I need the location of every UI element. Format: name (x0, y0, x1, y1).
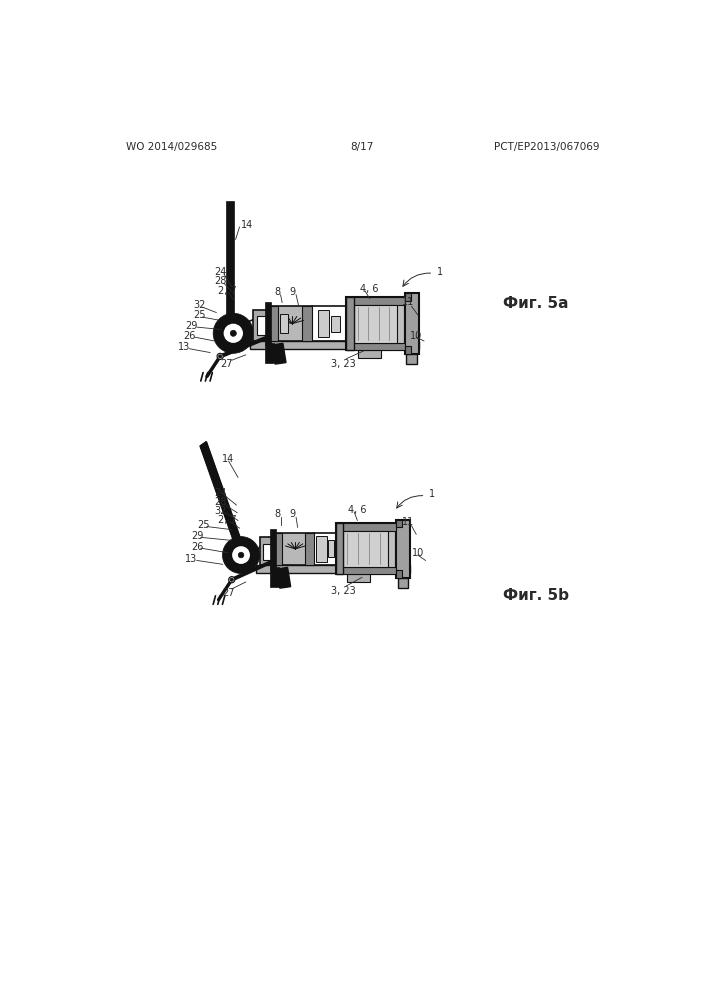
Text: 3, 23: 3, 23 (331, 359, 356, 369)
Bar (406, 354, 417, 364)
Circle shape (223, 537, 259, 574)
Bar (253, 310, 269, 341)
Bar (358, 349, 381, 358)
Polygon shape (200, 442, 244, 553)
Text: 25: 25 (193, 310, 206, 320)
Text: 10: 10 (411, 548, 423, 558)
Bar (396, 520, 402, 527)
Text: 4, 6: 4, 6 (360, 284, 378, 294)
Bar (265, 302, 271, 345)
Bar (269, 306, 279, 341)
Bar (259, 537, 274, 565)
Bar (396, 520, 410, 578)
Text: 28: 28 (215, 276, 227, 286)
Text: 27: 27 (223, 588, 235, 598)
Bar (336, 523, 396, 574)
Bar (257, 316, 266, 335)
Bar (316, 536, 327, 562)
Polygon shape (273, 343, 286, 364)
Text: 9: 9 (290, 287, 296, 297)
Text: 9: 9 (290, 509, 296, 519)
Text: 8: 8 (274, 509, 281, 519)
Text: 24: 24 (215, 488, 227, 498)
Text: Фиг. 5a: Фиг. 5a (503, 296, 568, 311)
Bar (346, 297, 404, 350)
Bar (347, 573, 370, 582)
Circle shape (238, 552, 244, 558)
Bar (270, 529, 276, 569)
Text: 11: 11 (402, 297, 414, 307)
Text: 28: 28 (215, 497, 227, 507)
Text: WO 2014/029685: WO 2014/029685 (126, 142, 217, 152)
Text: 8/17: 8/17 (350, 142, 373, 152)
Bar (226, 201, 234, 326)
Circle shape (228, 577, 235, 583)
Bar (250, 341, 419, 349)
Bar (404, 293, 419, 354)
Bar (336, 523, 344, 574)
Bar (265, 343, 274, 363)
Circle shape (217, 353, 223, 359)
Circle shape (230, 330, 236, 336)
Bar (397, 578, 409, 588)
Text: 25: 25 (197, 520, 209, 530)
Bar (328, 540, 334, 557)
Text: 26: 26 (184, 331, 196, 341)
Bar (346, 297, 354, 350)
Bar (354, 305, 397, 343)
Text: Фиг. 5b: Фиг. 5b (503, 588, 569, 603)
Text: 1: 1 (437, 267, 443, 277)
Text: 11: 11 (402, 517, 414, 527)
Circle shape (230, 578, 233, 581)
Polygon shape (277, 567, 291, 588)
Circle shape (213, 313, 253, 353)
Text: 26: 26 (192, 542, 204, 552)
Bar (263, 544, 271, 560)
Text: 4, 6: 4, 6 (348, 505, 366, 515)
Bar (274, 533, 282, 565)
Bar (336, 567, 396, 574)
Text: 24: 24 (215, 267, 227, 277)
Text: 32: 32 (193, 300, 205, 310)
Bar (317, 310, 329, 337)
Text: 2, 7: 2, 7 (218, 286, 237, 296)
Text: 8: 8 (274, 287, 281, 297)
Bar (346, 343, 404, 350)
Bar (336, 523, 396, 531)
Text: PCT/EP2013/067069: PCT/EP2013/067069 (494, 142, 600, 152)
Circle shape (232, 546, 250, 564)
Text: 14: 14 (241, 220, 253, 230)
Circle shape (223, 324, 243, 343)
Text: 14: 14 (223, 454, 235, 464)
Bar (344, 531, 388, 567)
Text: 29: 29 (185, 321, 198, 331)
Text: 1: 1 (429, 489, 436, 499)
Bar (305, 533, 314, 565)
Text: 13: 13 (185, 554, 197, 564)
Text: 32: 32 (215, 506, 227, 516)
Bar (269, 306, 312, 341)
Bar (274, 533, 314, 565)
Bar (396, 570, 402, 578)
Text: 3, 23: 3, 23 (331, 586, 356, 596)
Text: 29: 29 (192, 531, 204, 541)
Bar (270, 567, 279, 587)
Text: 10: 10 (410, 331, 422, 341)
Bar (404, 293, 411, 301)
Text: 27: 27 (220, 359, 233, 369)
Text: 13: 13 (177, 342, 189, 352)
Bar (404, 346, 411, 354)
Bar (346, 297, 404, 305)
Circle shape (218, 355, 222, 358)
Bar (331, 316, 340, 332)
Bar (256, 565, 410, 573)
Bar (303, 306, 312, 341)
Bar (280, 314, 288, 333)
Text: 2, 7: 2, 7 (218, 515, 237, 525)
